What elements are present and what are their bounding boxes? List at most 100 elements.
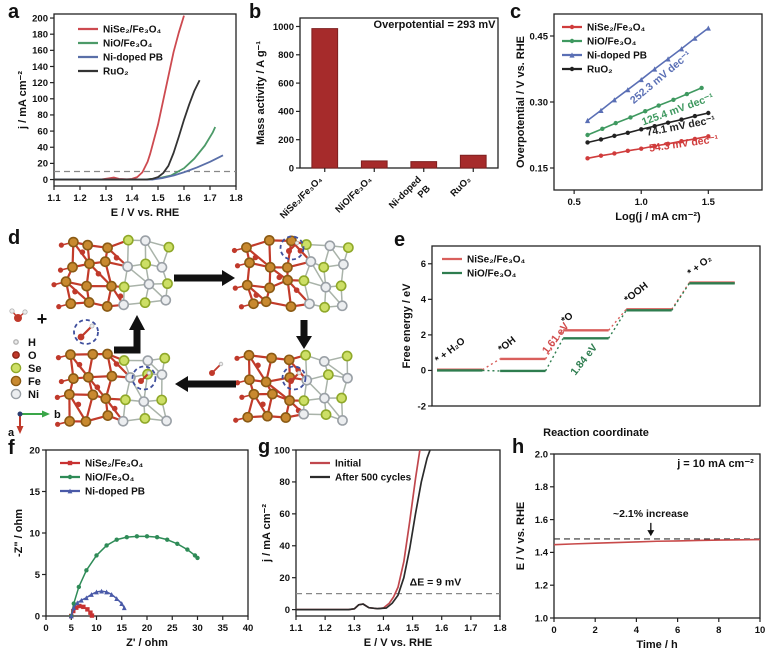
svg-text:20: 20 xyxy=(29,445,40,456)
svg-text:1.7: 1.7 xyxy=(464,623,477,634)
svg-text:~2.1% increase: ~2.1% increase xyxy=(613,508,689,520)
svg-text:1.0: 1.0 xyxy=(535,613,548,624)
svg-text:RuO₂: RuO₂ xyxy=(587,65,613,76)
svg-text:180: 180 xyxy=(32,29,48,40)
svg-text:0: 0 xyxy=(285,605,290,616)
svg-text:NiO/Fe₃O₄: NiO/Fe₃O₄ xyxy=(587,37,637,48)
svg-text:j = 10 mA cm⁻²: j = 10 mA cm⁻² xyxy=(676,458,754,470)
svg-text:1.4: 1.4 xyxy=(535,548,549,559)
svg-text:RuO₂: RuO₂ xyxy=(103,67,129,78)
svg-text:40: 40 xyxy=(243,623,254,634)
svg-text:100: 100 xyxy=(274,445,290,456)
panel-b-mass-activity-chart: 0 200 400 600 800 1000 Mass activity / A g⁻¹ Ni… xyxy=(255,17,499,221)
svg-text:200: 200 xyxy=(278,135,294,146)
svg-text:Ni-doped PB: Ni-doped PB xyxy=(587,51,647,62)
svg-text:20: 20 xyxy=(37,159,48,170)
svg-text:10: 10 xyxy=(91,623,102,634)
svg-text:40: 40 xyxy=(37,143,48,154)
svg-text:Ni: Ni xyxy=(28,389,39,401)
svg-text:35: 35 xyxy=(217,623,228,634)
svg-text:NiSe₂/Fe₃O₄: NiSe₂/Fe₃O₄ xyxy=(103,25,162,36)
svg-text:NiO/Fe₃O₄: NiO/Fe₃O₄ xyxy=(85,473,135,484)
svg-text:Z' / ohm: Z' / ohm xyxy=(126,637,168,649)
svg-text:5: 5 xyxy=(69,623,75,634)
svg-text:NiO/Fe₃O₄: NiO/Fe₃O₄ xyxy=(333,174,374,215)
svg-text:4: 4 xyxy=(421,295,427,306)
svg-text:0: 0 xyxy=(421,366,426,377)
svg-text:0: 0 xyxy=(35,611,40,622)
svg-text:1.0: 1.0 xyxy=(635,197,648,208)
svg-text:1.8: 1.8 xyxy=(229,193,242,204)
svg-text:1.5: 1.5 xyxy=(406,623,420,634)
svg-text:1.8: 1.8 xyxy=(535,482,548,493)
svg-text:* + O₂: * + O₂ xyxy=(686,253,714,279)
svg-text:1.8: 1.8 xyxy=(493,623,506,634)
svg-text:400: 400 xyxy=(278,107,294,118)
svg-text:1.3: 1.3 xyxy=(348,623,361,634)
svg-text:1.1: 1.1 xyxy=(47,193,61,204)
svg-text:j / mA cm⁻²: j / mA cm⁻² xyxy=(261,504,273,563)
svg-text:10: 10 xyxy=(29,528,40,539)
svg-text:20: 20 xyxy=(142,623,153,634)
svg-text:0: 0 xyxy=(551,625,556,636)
svg-text:2: 2 xyxy=(421,330,426,341)
panel-g-cycling-lsv-chart: 1.1 1.2 1.3 1.4 1.5 1.6 1.7 1.8 0 20 40 60 80 100 E / … xyxy=(261,445,507,649)
panel-h-stability-chart: 0 2 4 6 8 10 1.0 1.2 1.4 1.6 1.8 2.0 Time / h E / V v… xyxy=(515,449,765,651)
svg-text:0.15: 0.15 xyxy=(530,163,549,174)
svg-text:NiSe₂/Fe₃O₄: NiSe₂/Fe₃O₄ xyxy=(278,174,325,221)
svg-text:0.45: 0.45 xyxy=(530,31,549,42)
svg-text:6: 6 xyxy=(421,259,426,270)
svg-text:600: 600 xyxy=(278,78,294,89)
svg-text:1.1: 1.1 xyxy=(289,623,303,634)
svg-text:Free energy / eV: Free energy / eV xyxy=(401,283,413,369)
panel-a-lsv-chart: 1.1 1.2 1.3 1.4 1.5 1.6 1.7 1.8 0 20 40 60 80 100 120 1… xyxy=(17,13,243,219)
panel-f-label: f xyxy=(8,437,15,459)
panel-g-label: g xyxy=(258,436,271,458)
panel-b-label: b xyxy=(249,1,262,23)
svg-text:25: 25 xyxy=(167,623,178,634)
svg-text:Time / h: Time / h xyxy=(636,639,678,651)
svg-text:Log(j / mA cm⁻²): Log(j / mA cm⁻²) xyxy=(615,211,701,223)
svg-text:1.5: 1.5 xyxy=(151,193,165,204)
svg-text:80: 80 xyxy=(279,477,290,488)
svg-text:NiSe₂/Fe₃O₄: NiSe₂/Fe₃O₄ xyxy=(467,255,526,266)
svg-text:2.0: 2.0 xyxy=(535,449,548,460)
svg-text:6: 6 xyxy=(675,625,680,636)
panel-e-free-energy-chart: -2 0 2 4 6 Reaction coordinate Free energy / e… xyxy=(401,245,761,439)
svg-text:0: 0 xyxy=(43,623,48,634)
panel-a-label: a xyxy=(8,1,20,23)
svg-text:E / V vs. RHE: E / V vs. RHE xyxy=(111,207,179,219)
svg-text:1.4: 1.4 xyxy=(377,623,391,634)
svg-text:0: 0 xyxy=(289,163,294,174)
svg-text:+: + xyxy=(37,309,48,329)
svg-text:1.5: 1.5 xyxy=(702,197,716,208)
svg-text:1.84 eV: 1.84 eV xyxy=(568,342,600,378)
svg-text:140: 140 xyxy=(32,62,48,73)
svg-text:-2: -2 xyxy=(418,401,426,412)
svg-text:ΔE = 9 mV: ΔE = 9 mV xyxy=(410,577,462,589)
svg-text:RuO₂: RuO₂ xyxy=(448,174,473,199)
svg-text:Fe: Fe xyxy=(28,376,41,388)
svg-text:1000: 1000 xyxy=(273,22,294,33)
svg-text:80: 80 xyxy=(37,110,48,121)
svg-text:160: 160 xyxy=(32,46,48,57)
svg-text:Ni-doped PB: Ni-doped PB xyxy=(103,53,163,64)
svg-text:Overpotential / V vs. RHE: Overpotential / V vs. RHE xyxy=(515,36,527,168)
svg-text:NiSe₂/Fe₃O₄: NiSe₂/Fe₃O₄ xyxy=(85,459,144,470)
svg-text:b: b xyxy=(54,409,61,421)
svg-text:4: 4 xyxy=(634,625,640,636)
svg-text:100: 100 xyxy=(32,94,48,105)
svg-text:After 500 cycles: After 500 cycles xyxy=(335,473,412,484)
panel-h-label: h xyxy=(512,436,525,458)
panel-d-label: d xyxy=(8,227,21,249)
svg-text:H: H xyxy=(28,337,36,349)
panel-c-tafel-chart: 0.5 1.0 1.5 0.15 0.30 0.45 Log(j / mA cm⁻²) Ove… xyxy=(515,13,763,223)
svg-text:1.2: 1.2 xyxy=(319,623,332,634)
svg-text:1.3: 1.3 xyxy=(99,193,112,204)
svg-text:20: 20 xyxy=(279,573,290,584)
svg-text:1.4: 1.4 xyxy=(125,193,139,204)
svg-text:NiO/Fe₃O₄: NiO/Fe₃O₄ xyxy=(103,39,153,50)
svg-text:*OOH: *OOH xyxy=(623,280,651,305)
